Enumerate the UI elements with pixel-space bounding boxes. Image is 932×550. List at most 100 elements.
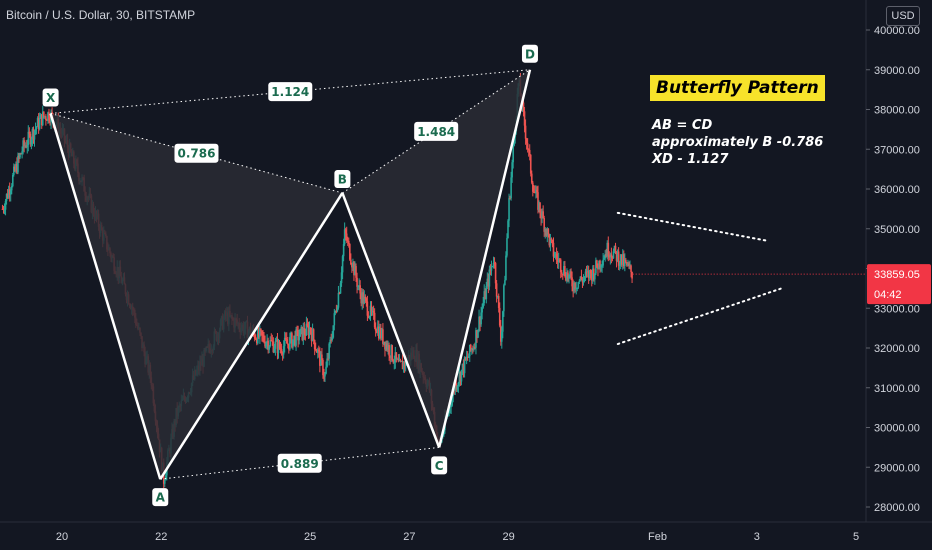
candle-body [484,291,487,300]
candle-body [382,329,384,344]
candle-body [36,118,39,127]
candle-body [533,191,535,193]
candle-body [324,373,326,377]
candle-body [328,343,330,359]
candle-body [299,328,301,337]
candle-body [330,339,333,341]
point-label-b: B [338,172,347,186]
candle-body [393,362,396,364]
candle-body [522,102,525,112]
candle-body [483,291,486,303]
candle-body [480,312,482,325]
candle-body [309,327,312,332]
candle-body [41,111,44,126]
candle-body [463,357,466,374]
candle-body [1,208,4,210]
pattern-fill-xab [50,113,343,480]
price-tick-label: 39000.00 [874,65,920,77]
candle-body [547,228,550,235]
candle-body [339,283,342,294]
candle-body [560,272,563,274]
candle-body [502,311,504,332]
candle-body [370,305,373,312]
price-tick-label: 30000.00 [874,423,920,435]
chart-title: Bitcoin / U.S. Dollar, 30, BITSTAMP [6,8,196,22]
point-badge-x [42,88,59,107]
point-badge-a [152,488,169,507]
candle-body [523,111,526,126]
candle-body [334,310,337,314]
candle-body [13,166,15,175]
price-axis: 28000.00 29000.00 30000.00 31000.00 32000.00… [866,25,920,514]
leg-ab [159,192,344,480]
candle-body [587,270,590,279]
candle-body [577,282,580,288]
candle-body [289,337,291,350]
candle-body [383,341,385,344]
candle-body [254,338,257,340]
candle-body [312,329,315,340]
price-tick-label: 31000.00 [874,383,920,395]
candle-body [314,349,317,351]
candle-body [590,273,593,281]
candle-body [534,192,536,194]
candle-body [333,313,336,326]
candle-body [46,119,48,121]
candle-body [568,274,570,279]
candle-body [493,262,496,264]
candle-body [361,292,364,304]
price-tick-label: 33000.00 [874,303,920,315]
candle-body [304,334,307,336]
candle-body [379,328,381,339]
candle-body [288,343,290,350]
candle-body [336,307,339,312]
candle-body [43,111,45,117]
candle-body [279,348,282,350]
candle-body [345,233,348,241]
candle-body [557,259,560,263]
candle-body [264,341,266,347]
candle-body [281,353,284,355]
candle-body [15,163,17,171]
candle-body [402,362,405,370]
point-label-x: X [46,91,56,105]
price-tick-label: 28000.00 [874,502,920,514]
candle-body [610,254,613,258]
candle-body [618,263,621,266]
candle-body [458,372,461,383]
candle-body [255,338,258,344]
candle-body [473,347,475,351]
candle-body [47,112,49,121]
candle-body [301,326,304,340]
candle-body [303,328,306,335]
candle-body [164,475,167,481]
candle-body [579,276,582,281]
candle-body [38,118,41,129]
candle-body [277,341,280,354]
candle-body [614,245,617,252]
candle-body [276,339,279,354]
candle-body [266,340,268,343]
candle-body [381,329,383,339]
candle-body [524,125,527,139]
candle-body [569,271,571,275]
candle-body [286,343,289,345]
candle-body [307,325,310,336]
candle-body [620,254,623,265]
candle-body [24,145,26,147]
time-tick-label: Feb [648,531,667,543]
candle-body [298,336,300,341]
candle-body [602,259,604,266]
candle-body [313,339,316,350]
candle-body [335,310,338,312]
candle-body [525,138,528,144]
candle-body [396,358,399,360]
candle-body [280,349,283,354]
candle-body [352,262,354,268]
candle-body [30,139,33,145]
candle-body [541,211,543,219]
candle-body [327,358,329,360]
currency-button[interactable]: USD [886,6,920,26]
ratio-labels: 0.786 1.124 1.484 0.889 [174,82,459,473]
